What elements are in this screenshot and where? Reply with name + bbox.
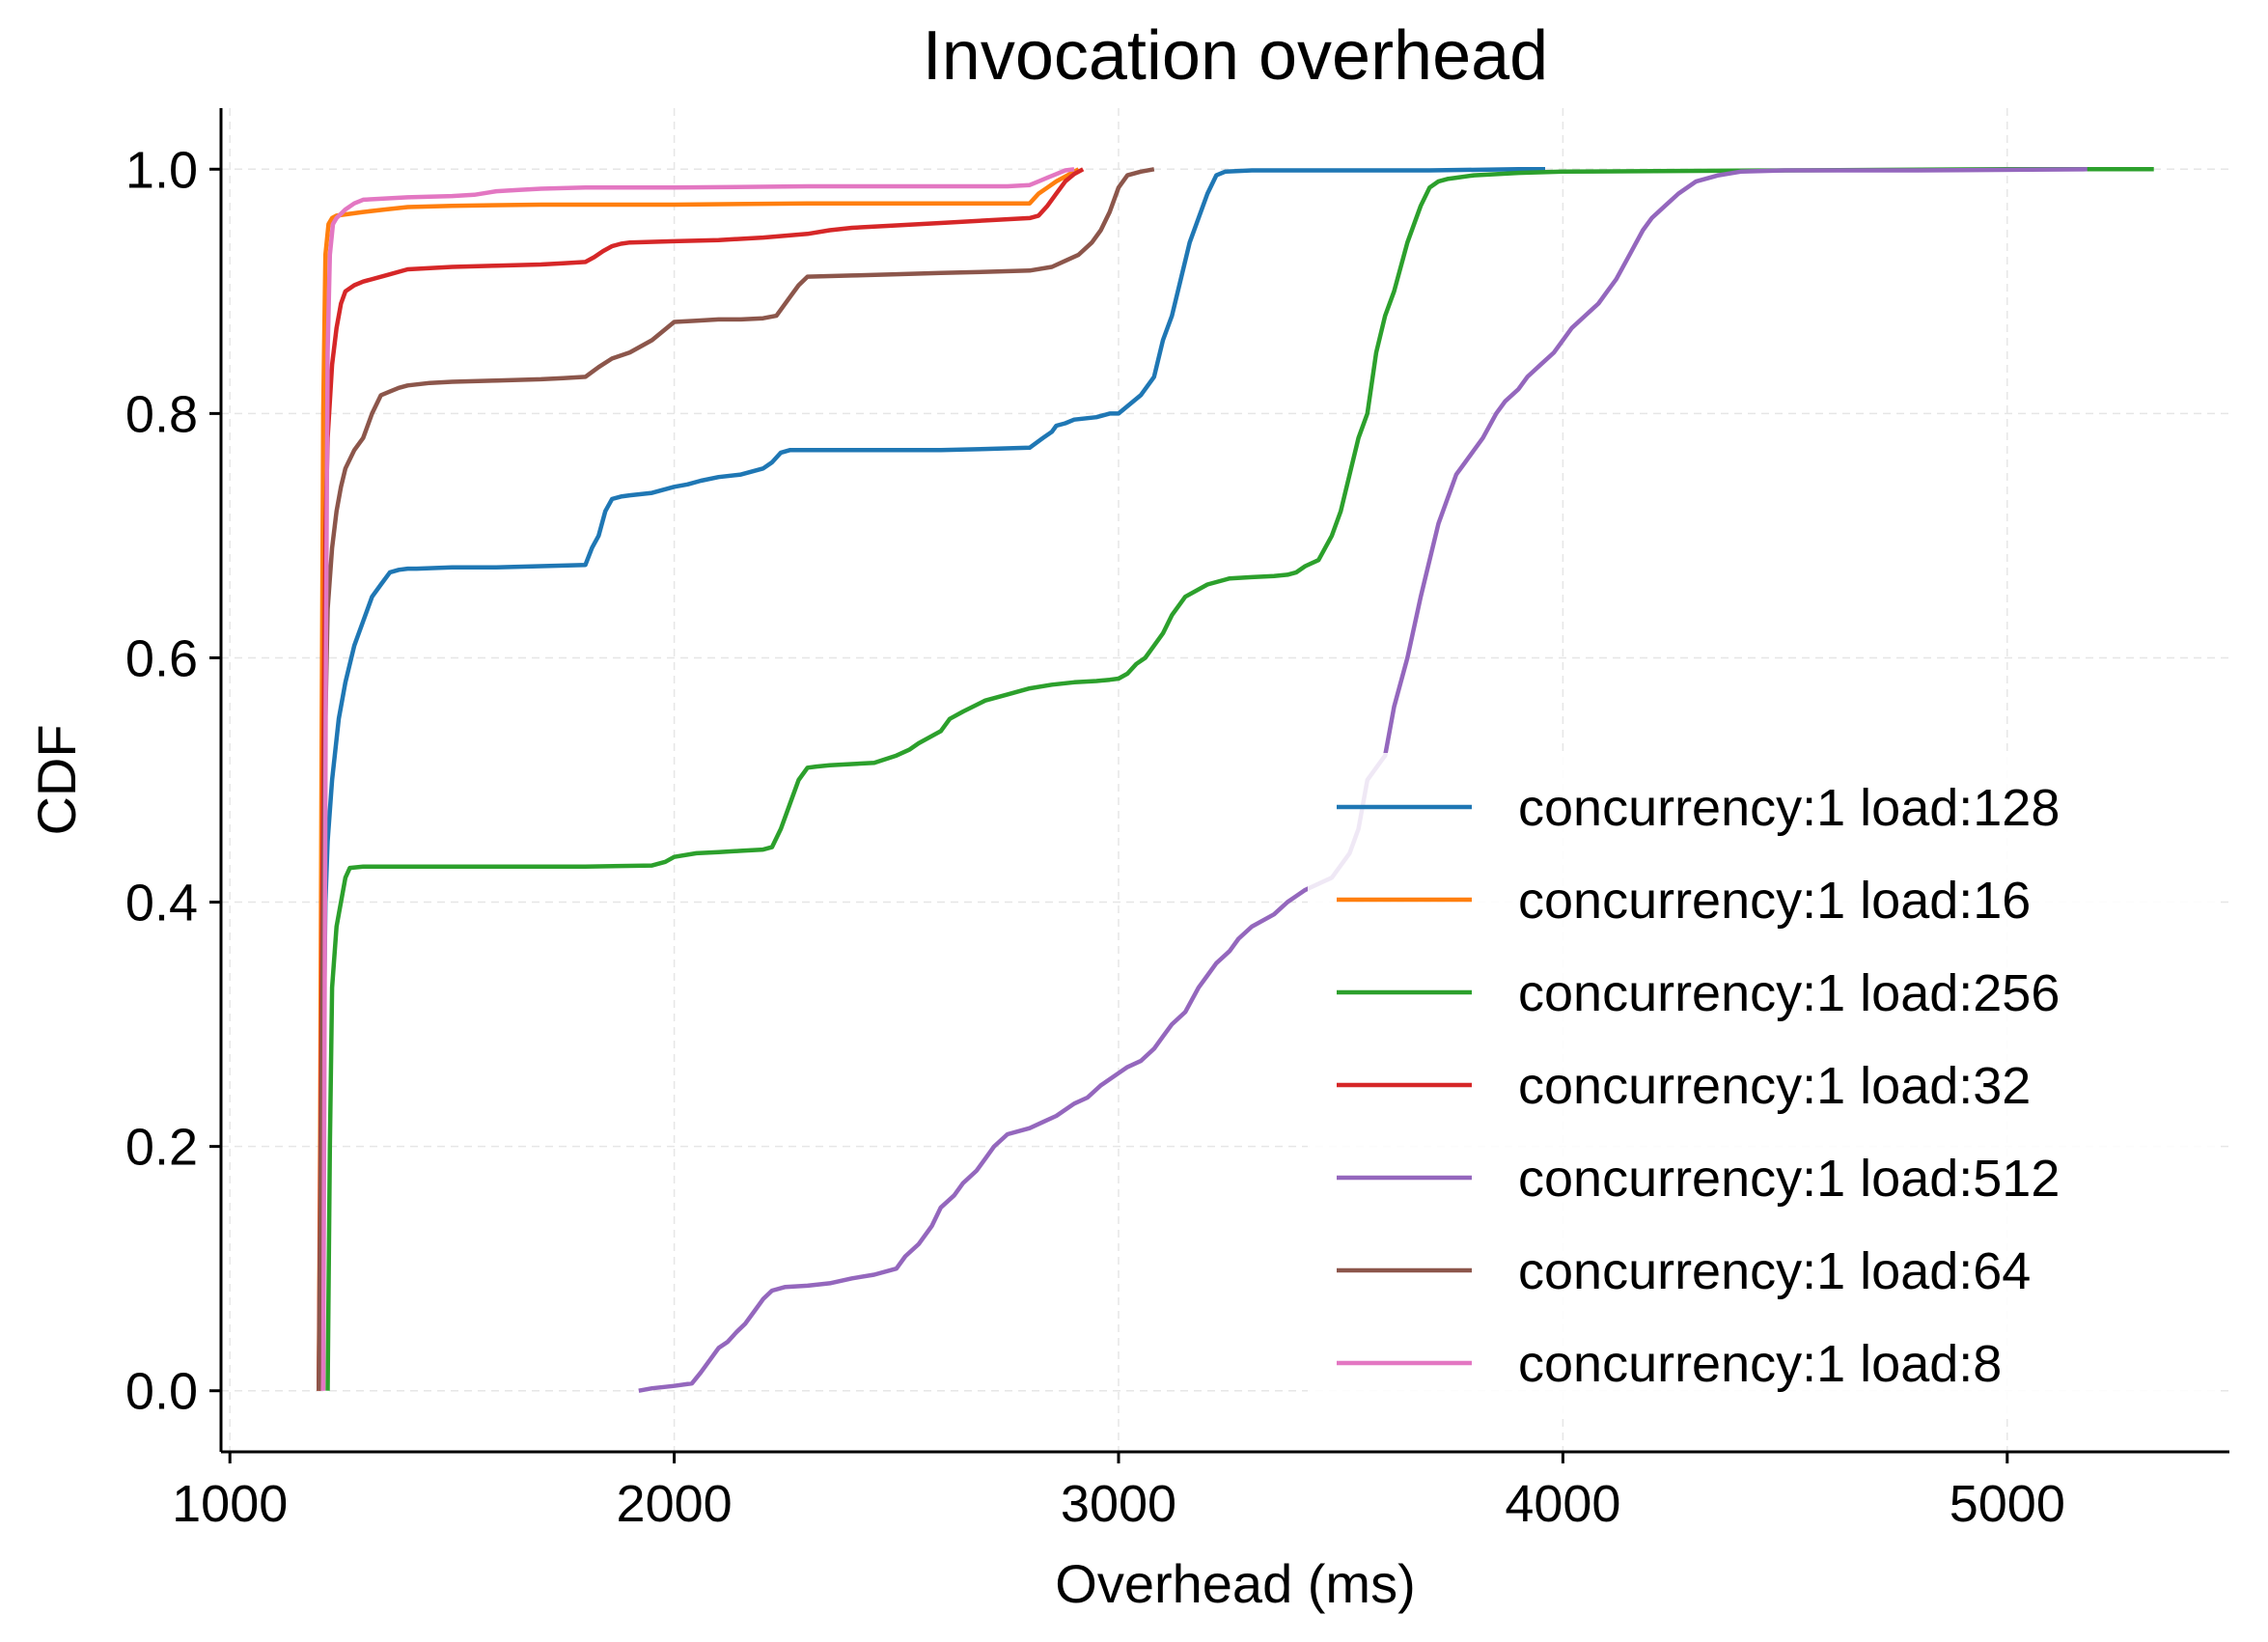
legend-label: concurrency:1 load:8 [1518,1335,2002,1393]
legend-label: concurrency:1 load:128 [1518,779,2060,837]
series-line-4 [638,167,2088,1393]
legend-label: concurrency:1 load:256 [1518,964,2060,1022]
y-tick-label: 1.0 [125,141,198,199]
x-tick-label: 1000 [172,1475,288,1533]
y-tick-marks: 0.0 0.2 0.4 0.6 0.8 1.0 [125,141,221,1421]
y-tick-label: 0.2 [125,1119,198,1177]
legend: concurrency:1 load:128 concurrency:1 load… [1308,753,2220,1419]
series-line-1 [317,167,1080,1391]
series-line-3 [317,167,1085,1391]
series-lines [317,167,2154,1393]
x-tick-label: 5000 [1950,1475,2065,1533]
legend-label: concurrency:1 load:64 [1518,1242,2031,1300]
legend-label: concurrency:1 load:512 [1518,1150,2060,1208]
series-line-0 [317,167,1545,1391]
legend-label: concurrency:1 load:32 [1518,1057,2031,1115]
x-tick-label: 3000 [1061,1475,1176,1533]
y-tick-label: 0.4 [125,875,198,932]
x-tick-label: 2000 [617,1475,733,1533]
grid-lines [221,108,2229,1452]
x-axis-label: Overhead (ms) [1055,1553,1415,1614]
series-line-6 [320,167,1075,1391]
series-line-2 [325,167,2154,1391]
series-line-5 [317,167,1155,1391]
y-tick-label: 0.6 [125,629,198,687]
x-tick-marks: 1000 2000 3000 4000 5000 [172,1452,2065,1533]
legend-label: concurrency:1 load:16 [1518,872,2031,930]
x-tick-label: 4000 [1505,1475,1620,1533]
y-tick-label: 0.8 [125,385,198,443]
y-tick-label: 0.0 [125,1363,198,1421]
y-axis-label: CDF [26,724,87,835]
chart-title: Invocation overhead [923,17,1548,95]
